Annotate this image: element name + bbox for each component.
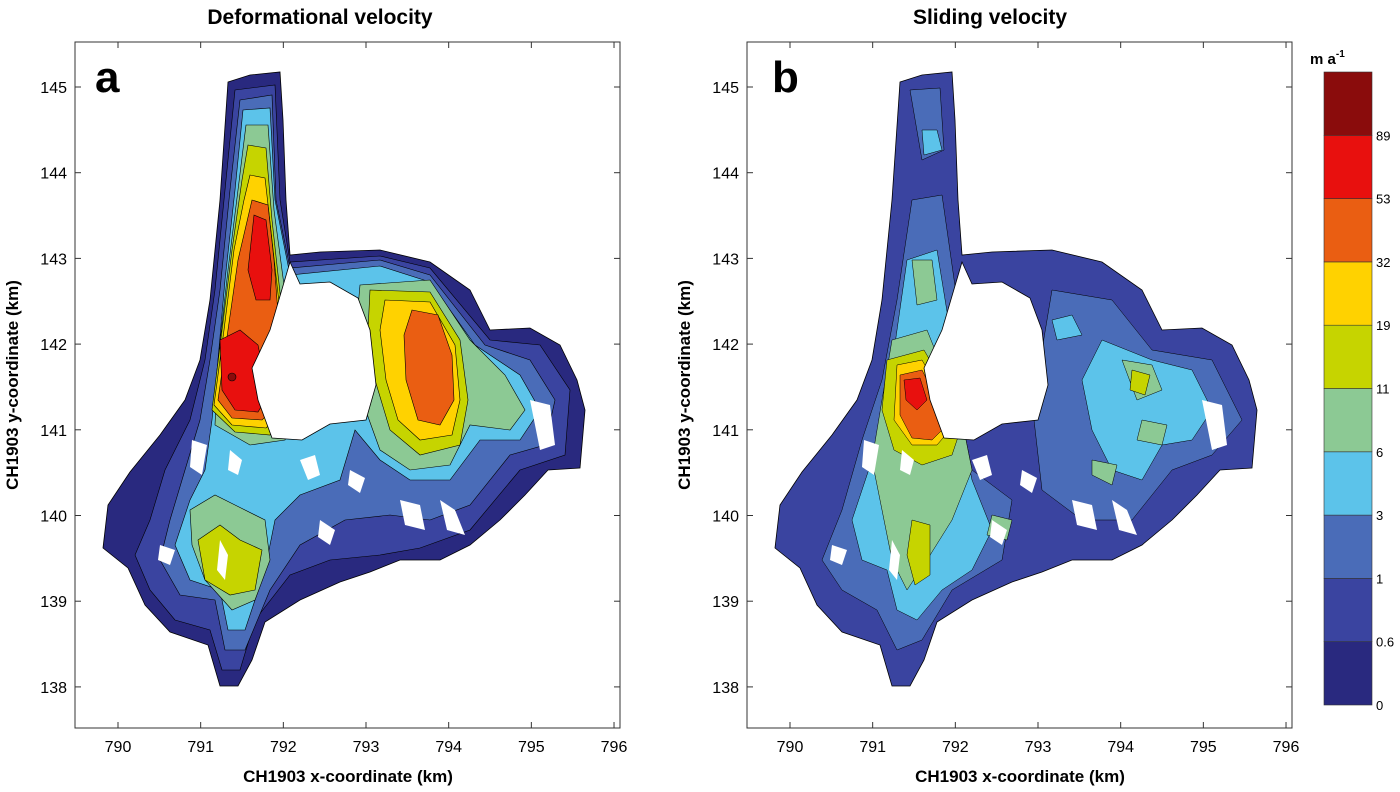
nunataks-a bbox=[158, 400, 555, 580]
y-tick-label: 144 bbox=[40, 166, 67, 183]
colorbar: 0 0.6 1 3 6 11 19 32 53 89 bbox=[1323, 71, 1394, 713]
panel-label-b: b bbox=[772, 53, 799, 102]
x-tick-label: 796 bbox=[601, 739, 628, 756]
axes-a bbox=[74, 41, 621, 729]
axes-b bbox=[746, 41, 1293, 729]
colorbar-band bbox=[1323, 641, 1373, 706]
colorbar-label: 89 bbox=[1376, 128, 1390, 143]
max-spot-a bbox=[227, 372, 237, 382]
y-tick-label: 140 bbox=[40, 509, 67, 526]
x-tick-label: 790 bbox=[105, 739, 132, 756]
colorbar-unit-base: m a bbox=[1310, 51, 1337, 68]
y-tick-label: 145 bbox=[40, 80, 67, 97]
colorbar-label: 6 bbox=[1376, 445, 1383, 460]
colorbar-band bbox=[1323, 514, 1373, 579]
y-tick-label: 141 bbox=[712, 423, 739, 440]
y-tick-label: 143 bbox=[712, 251, 739, 268]
title-a: Deformational velocity bbox=[207, 6, 433, 29]
colorbar-label: 3 bbox=[1376, 508, 1383, 523]
y-tick-label: 144 bbox=[712, 166, 739, 183]
x-tick-label: 793 bbox=[1025, 739, 1052, 756]
x-tick-label: 794 bbox=[435, 739, 462, 756]
colorbar-label: 32 bbox=[1376, 255, 1390, 270]
colorbar-label: 11 bbox=[1376, 382, 1390, 397]
x-tick-label: 791 bbox=[187, 739, 214, 756]
y-tick-label: 142 bbox=[40, 337, 67, 354]
x-tick-label: 796 bbox=[1273, 739, 1300, 756]
xlabel-a: CH1903 x-coordinate (km) bbox=[243, 767, 453, 786]
x-tick-label: 795 bbox=[518, 739, 545, 756]
contour-89-b bbox=[903, 377, 928, 411]
nunataks-b bbox=[830, 400, 1227, 580]
colorbar-band bbox=[1323, 451, 1373, 516]
colorbar-label: 0.6 bbox=[1376, 635, 1394, 650]
x-tick-label: 792 bbox=[270, 739, 297, 756]
ylabel-b: CH1903 y-coordinate (km) bbox=[675, 280, 694, 490]
y-tick-label: 139 bbox=[40, 594, 67, 611]
colorbar-label: 19 bbox=[1376, 318, 1390, 333]
colorbar-label: 0 bbox=[1376, 698, 1383, 713]
y-tick-label: 139 bbox=[712, 594, 739, 611]
colorbar-label: 1 bbox=[1376, 571, 1383, 586]
y-tick-label: 138 bbox=[712, 680, 739, 697]
colorbar-band bbox=[1323, 135, 1373, 199]
y-tick-label: 140 bbox=[712, 509, 739, 526]
colorbar-unit: m a-1 bbox=[1310, 49, 1345, 68]
y-tick-label: 142 bbox=[712, 337, 739, 354]
panel-a-map bbox=[102, 71, 586, 687]
y-tick-label: 138 bbox=[40, 680, 67, 697]
x-tick-label: 794 bbox=[1107, 739, 1134, 756]
x-tick-label: 793 bbox=[353, 739, 380, 756]
y-tick-label: 145 bbox=[712, 80, 739, 97]
y-tick-label: 141 bbox=[40, 423, 67, 440]
x-tick-label: 791 bbox=[859, 739, 886, 756]
y-tick-label: 143 bbox=[40, 251, 67, 268]
colorbar-unit-exp: -1 bbox=[1336, 49, 1345, 60]
colorbar-band bbox=[1323, 71, 1373, 136]
ylabel-a: CH1903 y-coordinate (km) bbox=[3, 280, 22, 490]
title-b: Sliding velocity bbox=[913, 6, 1067, 29]
x-tick-label: 795 bbox=[1190, 739, 1217, 756]
colorbar-band bbox=[1323, 388, 1373, 453]
x-tick-label: 790 bbox=[777, 739, 804, 756]
colorbar-label: 53 bbox=[1376, 192, 1390, 207]
colorbar-band bbox=[1323, 198, 1373, 263]
xlabel-b: CH1903 x-coordinate (km) bbox=[915, 767, 1125, 786]
panel-label-a: a bbox=[95, 53, 120, 102]
x-tick-label: 792 bbox=[942, 739, 969, 756]
panel-b-map bbox=[774, 71, 1258, 687]
axis-ticks: 790 791 792 793 794 795 796 138 139 140 141 142 143 1… bbox=[40, 42, 1299, 756]
colorbar-band bbox=[1323, 261, 1373, 326]
colorbar-band bbox=[1323, 578, 1373, 643]
colorbar-band bbox=[1323, 324, 1373, 389]
